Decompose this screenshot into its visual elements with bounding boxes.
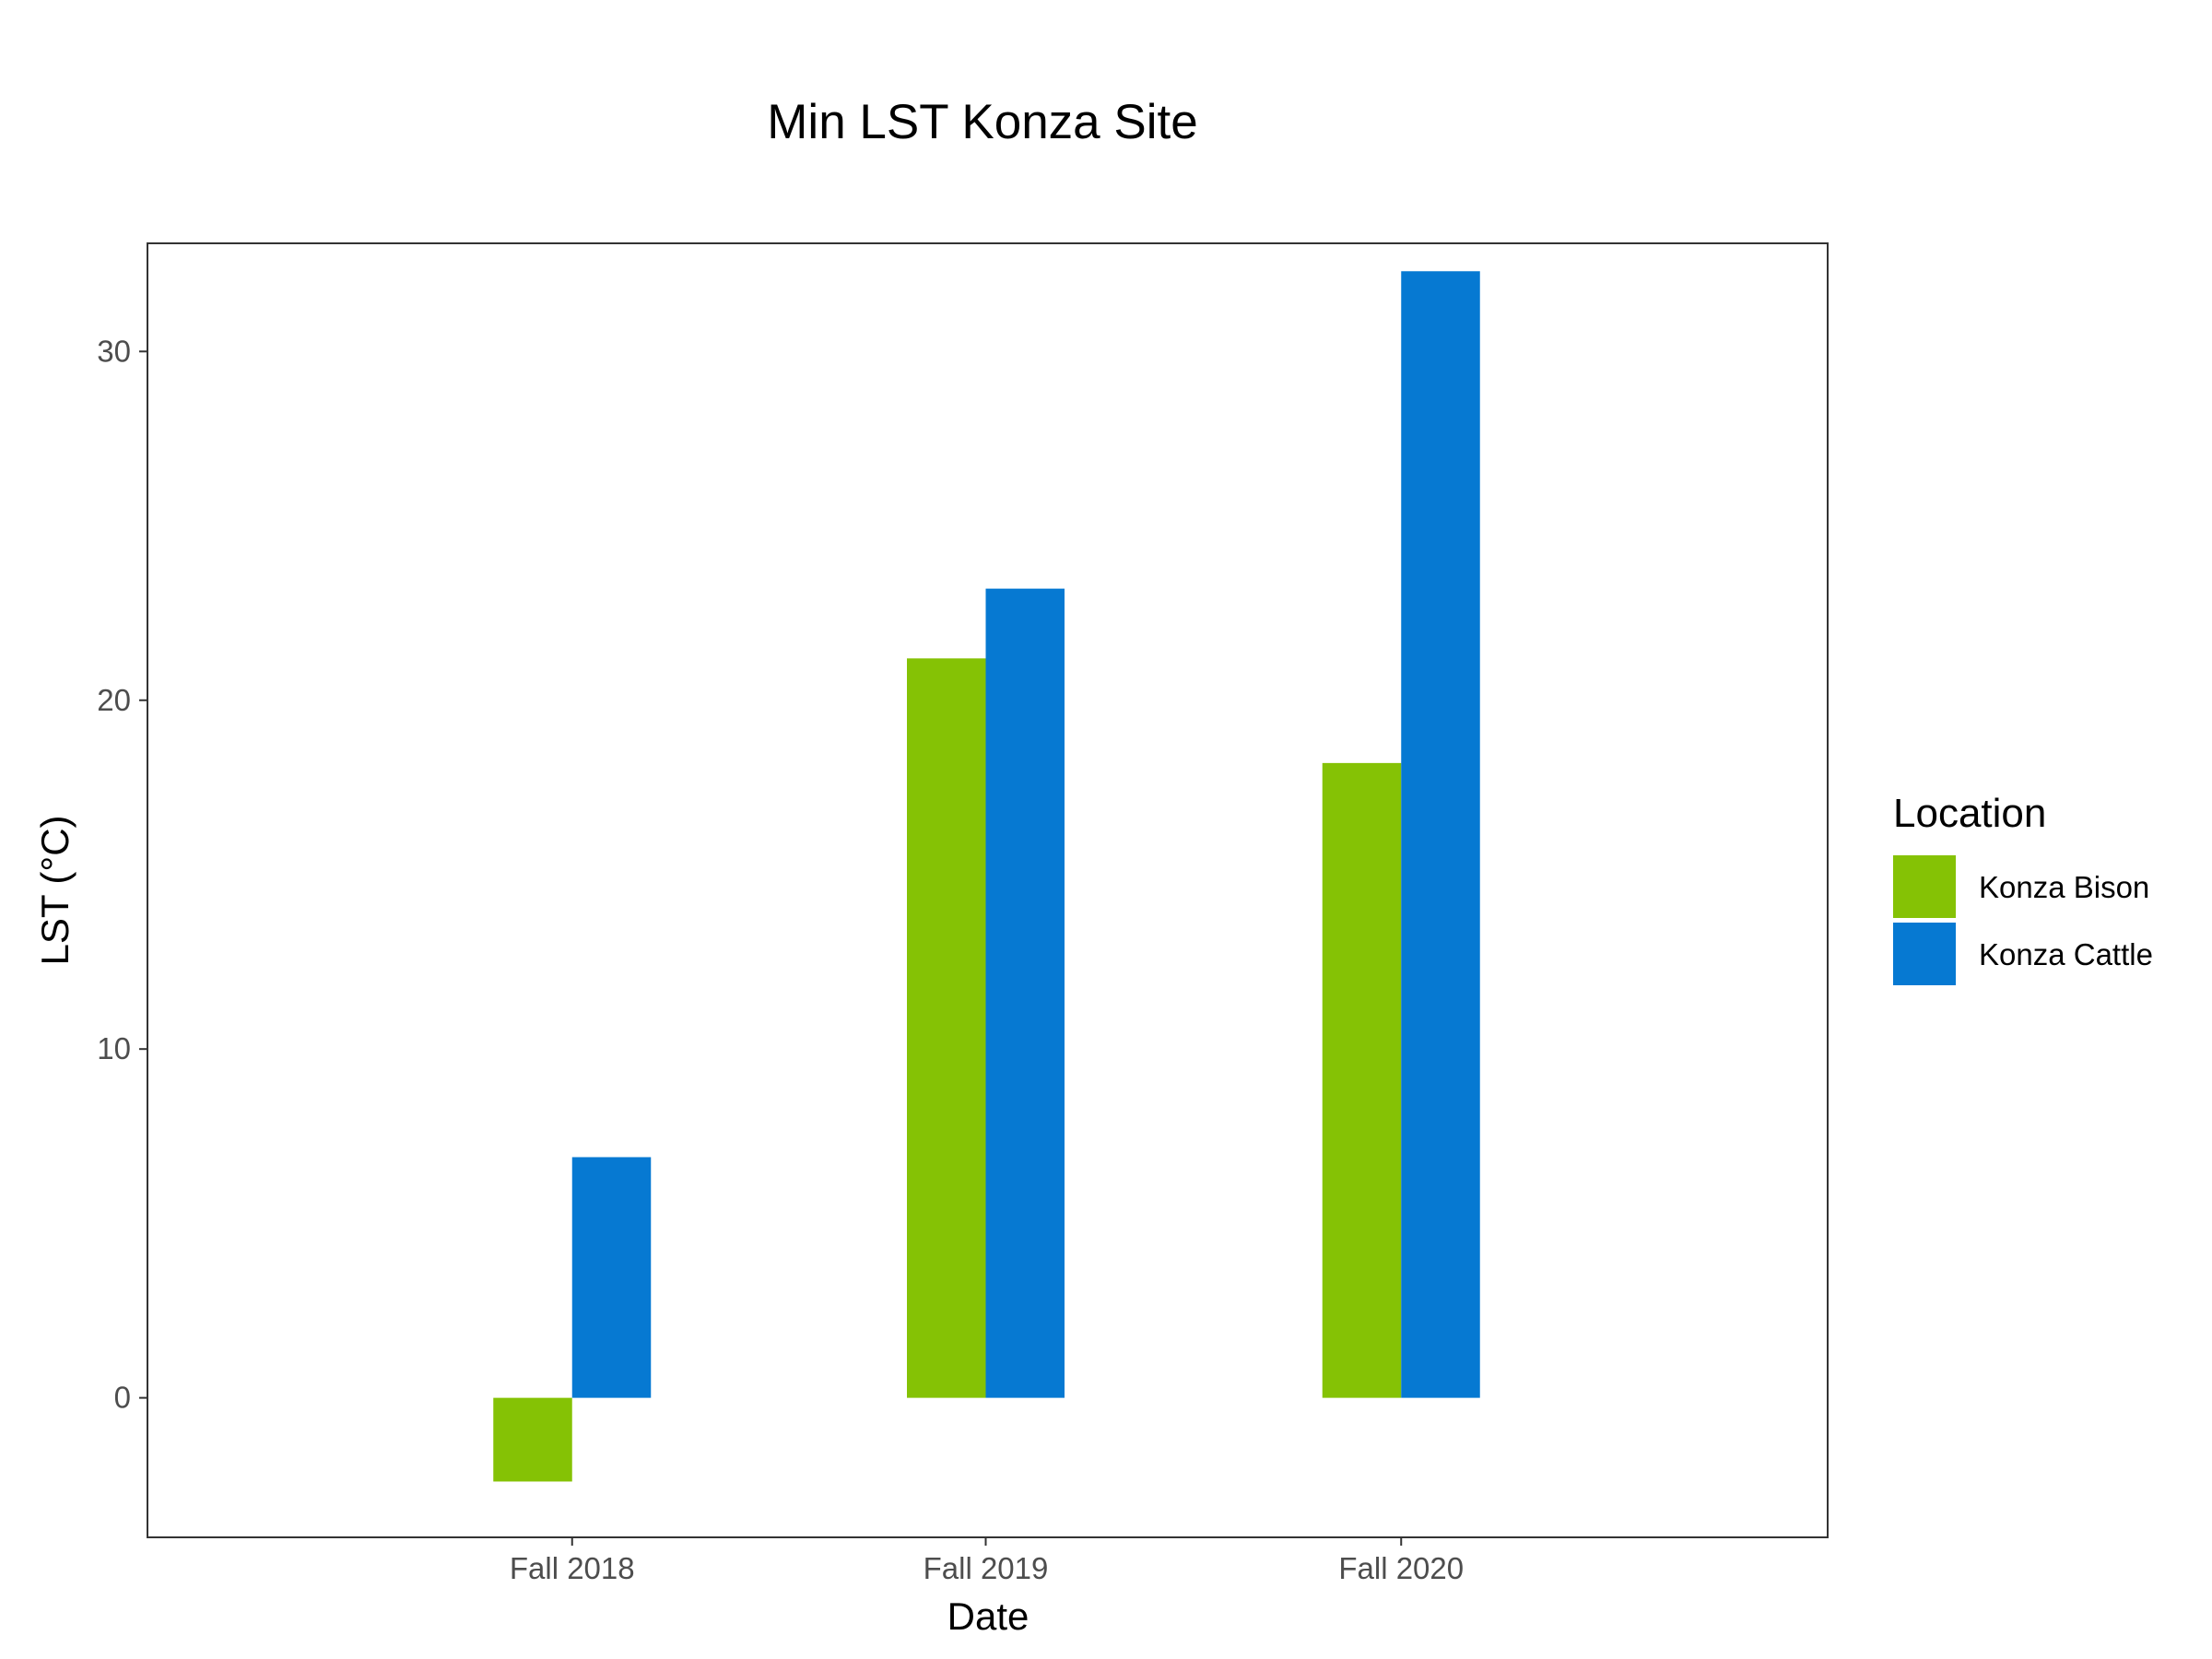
- x-tick-label: Fall 2019: [924, 1551, 1049, 1585]
- bar-konza-bison: [1322, 762, 1402, 1398]
- legend-key: [1893, 855, 1956, 918]
- bars-layer: [493, 271, 1480, 1482]
- legend-label: Konza Bison: [1979, 870, 2149, 904]
- y-tick-label: 10: [97, 1031, 131, 1065]
- bar-konza-bison: [907, 658, 986, 1398]
- legend-label: Konza Cattle: [1979, 937, 2153, 971]
- x-axis-title: Date: [947, 1594, 1030, 1638]
- bar-konza-cattle: [985, 588, 1065, 1398]
- bar-konza-cattle: [1401, 271, 1480, 1398]
- y-axis: 0 10 20 30: [97, 334, 147, 1415]
- legend-items: Konza Bison Konza Cattle: [1893, 855, 2153, 985]
- legend-title: Location: [1893, 791, 2046, 836]
- y-axis-title: LST (°C): [33, 815, 76, 965]
- chart-title: Min LST Konza Site: [767, 95, 1197, 149]
- legend: Location Konza Bison Konza Cattle: [1893, 791, 2153, 985]
- x-axis: Fall 2018 Fall 2019 Fall 2020: [510, 1537, 1464, 1585]
- legend-key: [1893, 923, 1956, 985]
- y-tick-label: 30: [97, 334, 131, 368]
- x-tick-label: Fall 2020: [1338, 1551, 1464, 1585]
- bar-konza-bison: [493, 1397, 572, 1482]
- y-tick-label: 0: [114, 1381, 131, 1415]
- x-tick-label: Fall 2018: [510, 1551, 635, 1585]
- y-tick-label: 20: [97, 683, 131, 717]
- bar-konza-cattle: [571, 1157, 652, 1398]
